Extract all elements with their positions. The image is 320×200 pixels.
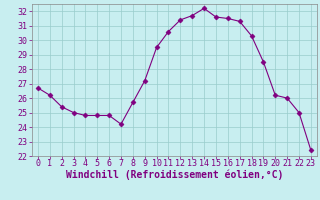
X-axis label: Windchill (Refroidissement éolien,°C): Windchill (Refroidissement éolien,°C) [66, 169, 283, 180]
